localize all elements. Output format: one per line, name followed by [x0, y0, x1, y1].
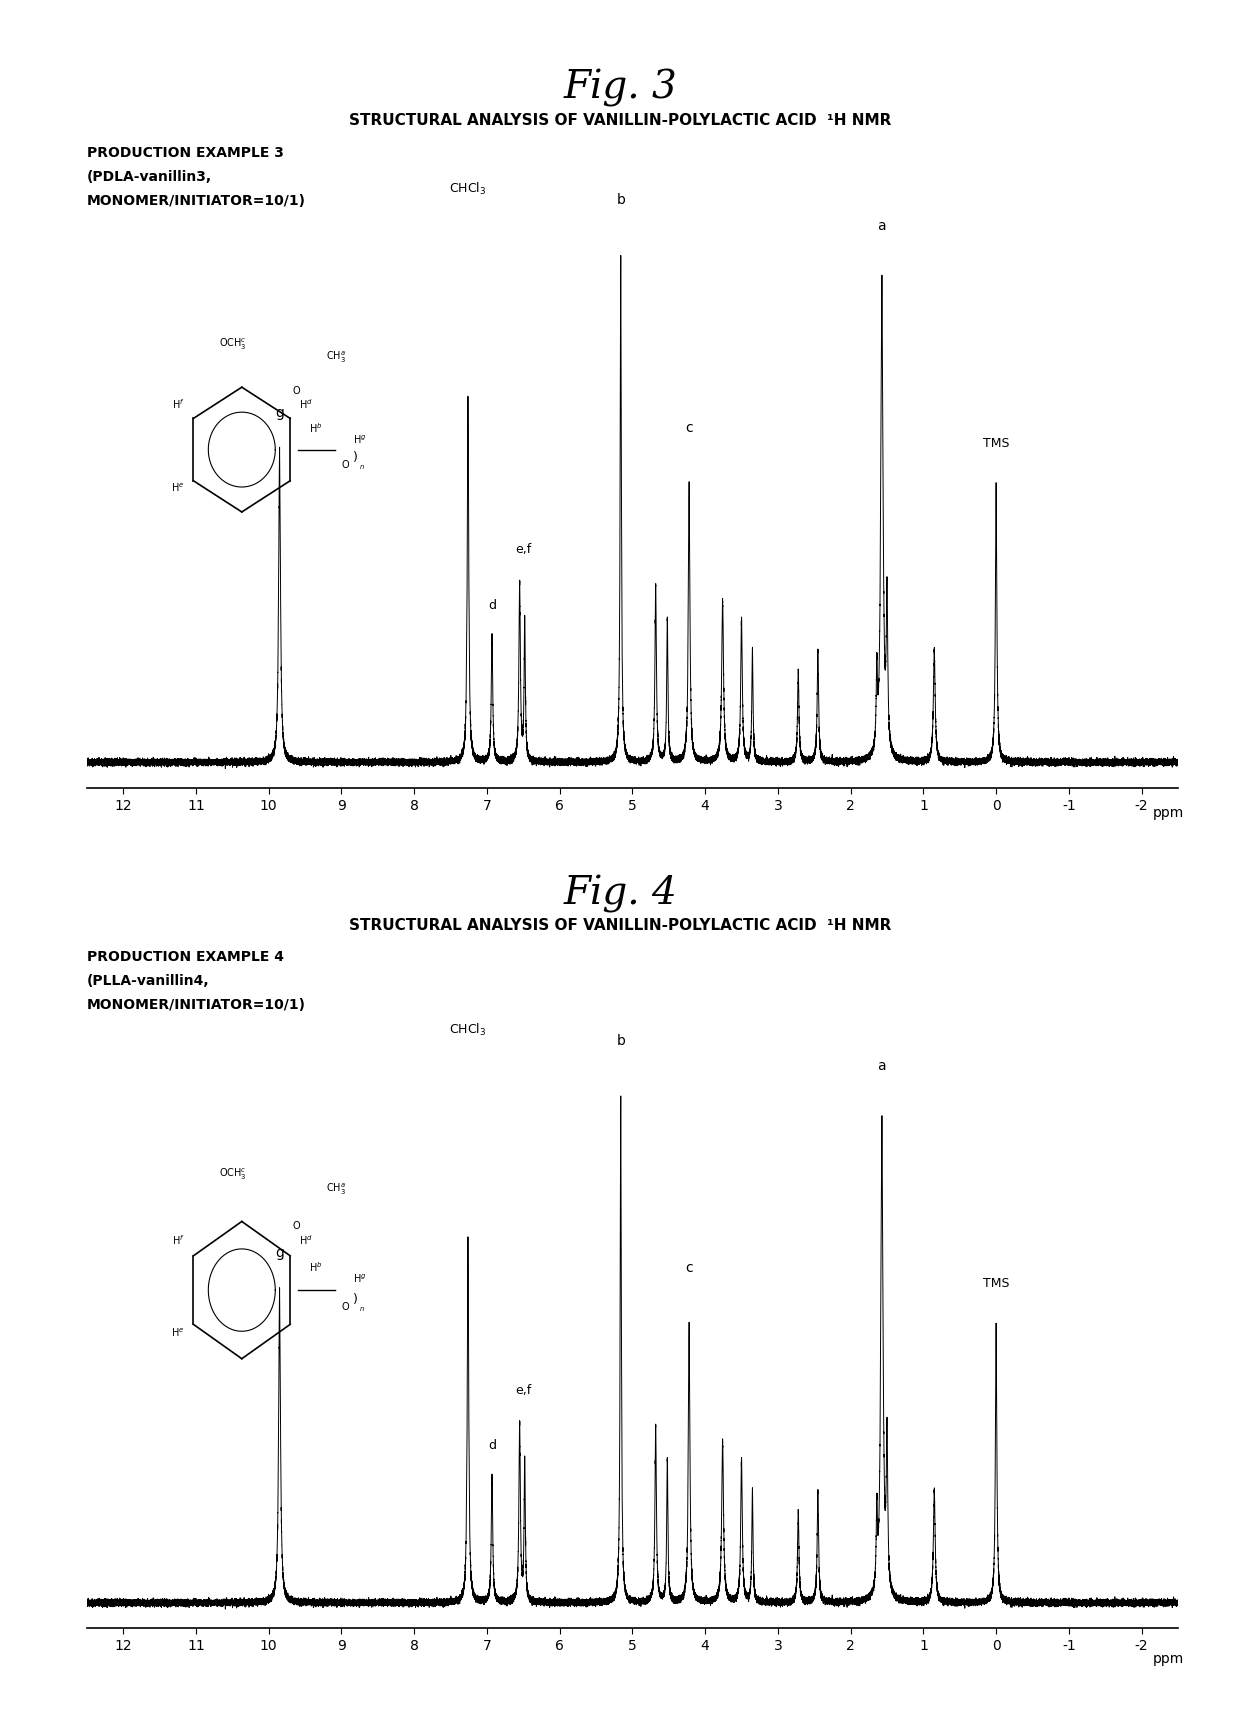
- Text: $_n$: $_n$: [360, 461, 365, 471]
- Text: OCH$_3^c$: OCH$_3^c$: [218, 1166, 247, 1181]
- Text: CHCl$_3$: CHCl$_3$: [449, 180, 486, 197]
- Text: ): ): [353, 450, 358, 464]
- Text: H$^f$: H$^f$: [171, 1233, 185, 1247]
- Text: O: O: [293, 386, 300, 397]
- Text: ): ): [353, 1292, 358, 1304]
- Text: d: d: [489, 1438, 496, 1451]
- Text: PRODUCTION EXAMPLE 3: PRODUCTION EXAMPLE 3: [87, 145, 284, 159]
- Text: b: b: [616, 194, 625, 208]
- Text: (PDLA-vanillin3,: (PDLA-vanillin3,: [87, 170, 212, 184]
- Text: a: a: [878, 218, 887, 232]
- Text: g: g: [275, 1245, 284, 1259]
- Text: H$^b$: H$^b$: [309, 1259, 322, 1273]
- Text: OCH$_3^c$: OCH$_3^c$: [218, 336, 247, 352]
- Text: H$^f$: H$^f$: [171, 397, 185, 410]
- Text: Fig. 4: Fig. 4: [563, 875, 677, 913]
- Text: c: c: [686, 1261, 693, 1275]
- Text: H$^g$: H$^g$: [353, 1273, 367, 1285]
- Text: MONOMER/INITIATOR=10/1): MONOMER/INITIATOR=10/1): [87, 998, 306, 1011]
- Text: MONOMER/INITIATOR=10/1): MONOMER/INITIATOR=10/1): [87, 194, 306, 208]
- Text: H$^d$: H$^d$: [299, 397, 312, 410]
- Text: ppm: ppm: [1153, 1651, 1184, 1664]
- Text: TMS: TMS: [983, 1276, 1009, 1290]
- Text: STRUCTURAL ANALYSIS OF VANILLIN-POLYLACTIC ACID  ¹H NMR: STRUCTURAL ANALYSIS OF VANILLIN-POLYLACT…: [348, 113, 892, 128]
- Text: PRODUCTION EXAMPLE 4: PRODUCTION EXAMPLE 4: [87, 949, 284, 963]
- Text: H$^d$: H$^d$: [299, 1233, 312, 1247]
- Text: e,f: e,f: [515, 1382, 532, 1396]
- Text: e,f: e,f: [515, 542, 532, 556]
- Text: a: a: [878, 1058, 887, 1072]
- Text: $_n$: $_n$: [360, 1302, 365, 1313]
- Text: O: O: [341, 1301, 348, 1311]
- Text: H$^b$: H$^b$: [309, 421, 322, 435]
- Text: CH$_3^a$: CH$_3^a$: [325, 1181, 346, 1197]
- Text: (PLLA-vanillin4,: (PLLA-vanillin4,: [87, 973, 210, 987]
- Text: CH$_3^a$: CH$_3^a$: [325, 350, 346, 365]
- Text: O: O: [341, 459, 348, 469]
- Text: d: d: [489, 598, 496, 611]
- Text: H$^g$: H$^g$: [353, 433, 367, 445]
- Text: H$^e$: H$^e$: [171, 1325, 185, 1339]
- Text: H$^e$: H$^e$: [171, 481, 185, 494]
- Text: ppm: ppm: [1153, 805, 1184, 819]
- Text: c: c: [686, 421, 693, 435]
- Text: CHCl$_3$: CHCl$_3$: [449, 1020, 486, 1037]
- Text: g: g: [275, 405, 284, 419]
- Text: TMS: TMS: [983, 436, 1009, 450]
- Text: b: b: [616, 1034, 625, 1048]
- Text: Fig. 3: Fig. 3: [563, 69, 677, 107]
- Text: O: O: [293, 1221, 300, 1231]
- Text: STRUCTURAL ANALYSIS OF VANILLIN-POLYLACTIC ACID  ¹H NMR: STRUCTURAL ANALYSIS OF VANILLIN-POLYLACT…: [348, 918, 892, 934]
